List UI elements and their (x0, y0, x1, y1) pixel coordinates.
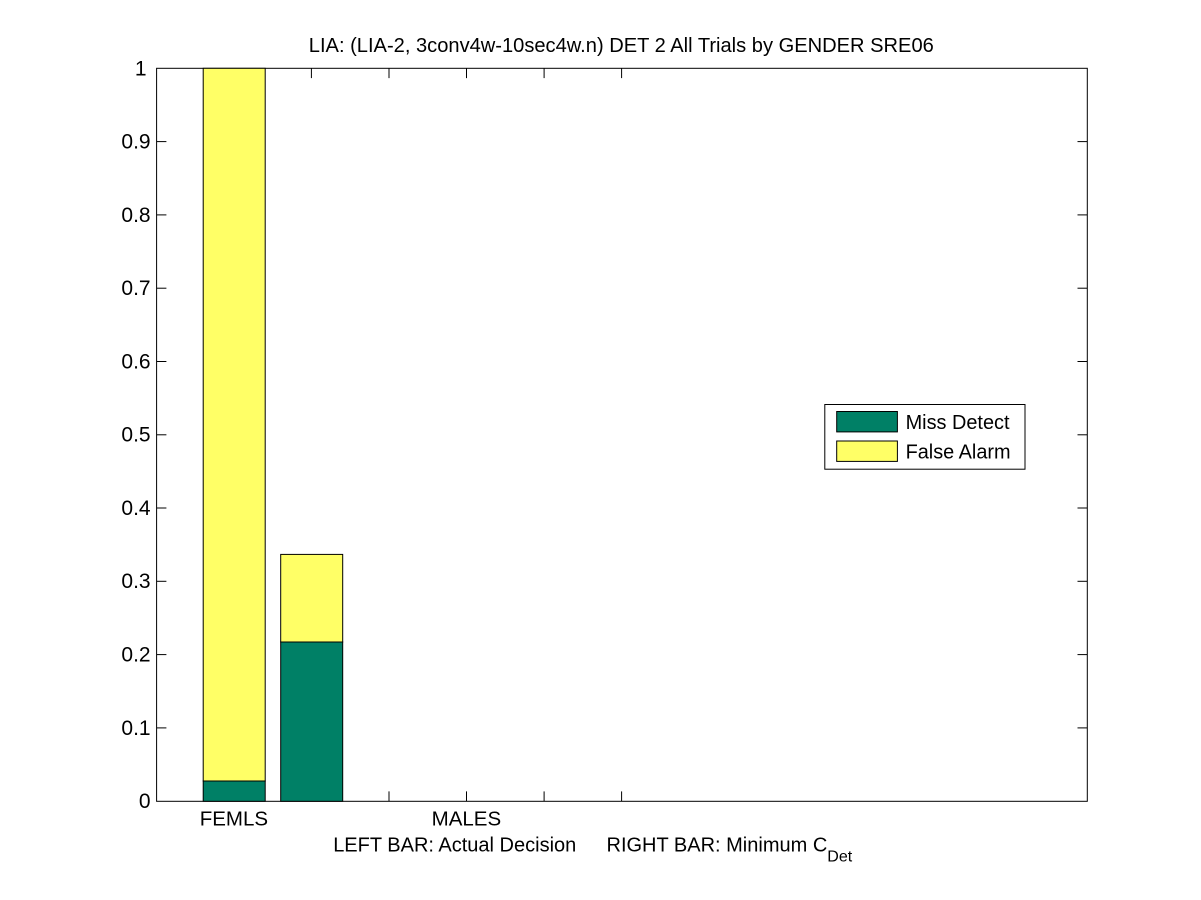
svg-text:0: 0 (139, 790, 151, 813)
svg-text:0.2: 0.2 (121, 644, 150, 667)
svg-text:0.7: 0.7 (121, 277, 150, 300)
svg-text:0.5: 0.5 (121, 424, 150, 447)
svg-text:False Alarm: False Alarm (906, 441, 1011, 463)
svg-text:LIA: (LIA-2, 3conv4w-10sec4w.n: LIA: (LIA-2, 3conv4w-10sec4w.n) DET 2 Al… (309, 35, 934, 57)
svg-text:0.6: 0.6 (121, 350, 150, 373)
svg-text:1: 1 (135, 58, 147, 81)
svg-text:RIGHT BAR: Minimum CDet: RIGHT BAR: Minimum CDet (607, 834, 853, 865)
svg-text:0.4: 0.4 (121, 497, 151, 520)
svg-text:0.1: 0.1 (121, 717, 150, 740)
svg-text:0.9: 0.9 (121, 131, 150, 154)
svg-text:MALES: MALES (432, 808, 502, 831)
svg-text:FEMLS: FEMLS (200, 808, 268, 831)
svg-text:0.3: 0.3 (121, 570, 150, 593)
svg-text:0.8: 0.8 (121, 204, 150, 227)
svg-text:LEFT BAR: Actual Decision: LEFT BAR: Actual Decision (333, 834, 576, 856)
svg-text:Miss Detect: Miss Detect (906, 412, 1010, 434)
